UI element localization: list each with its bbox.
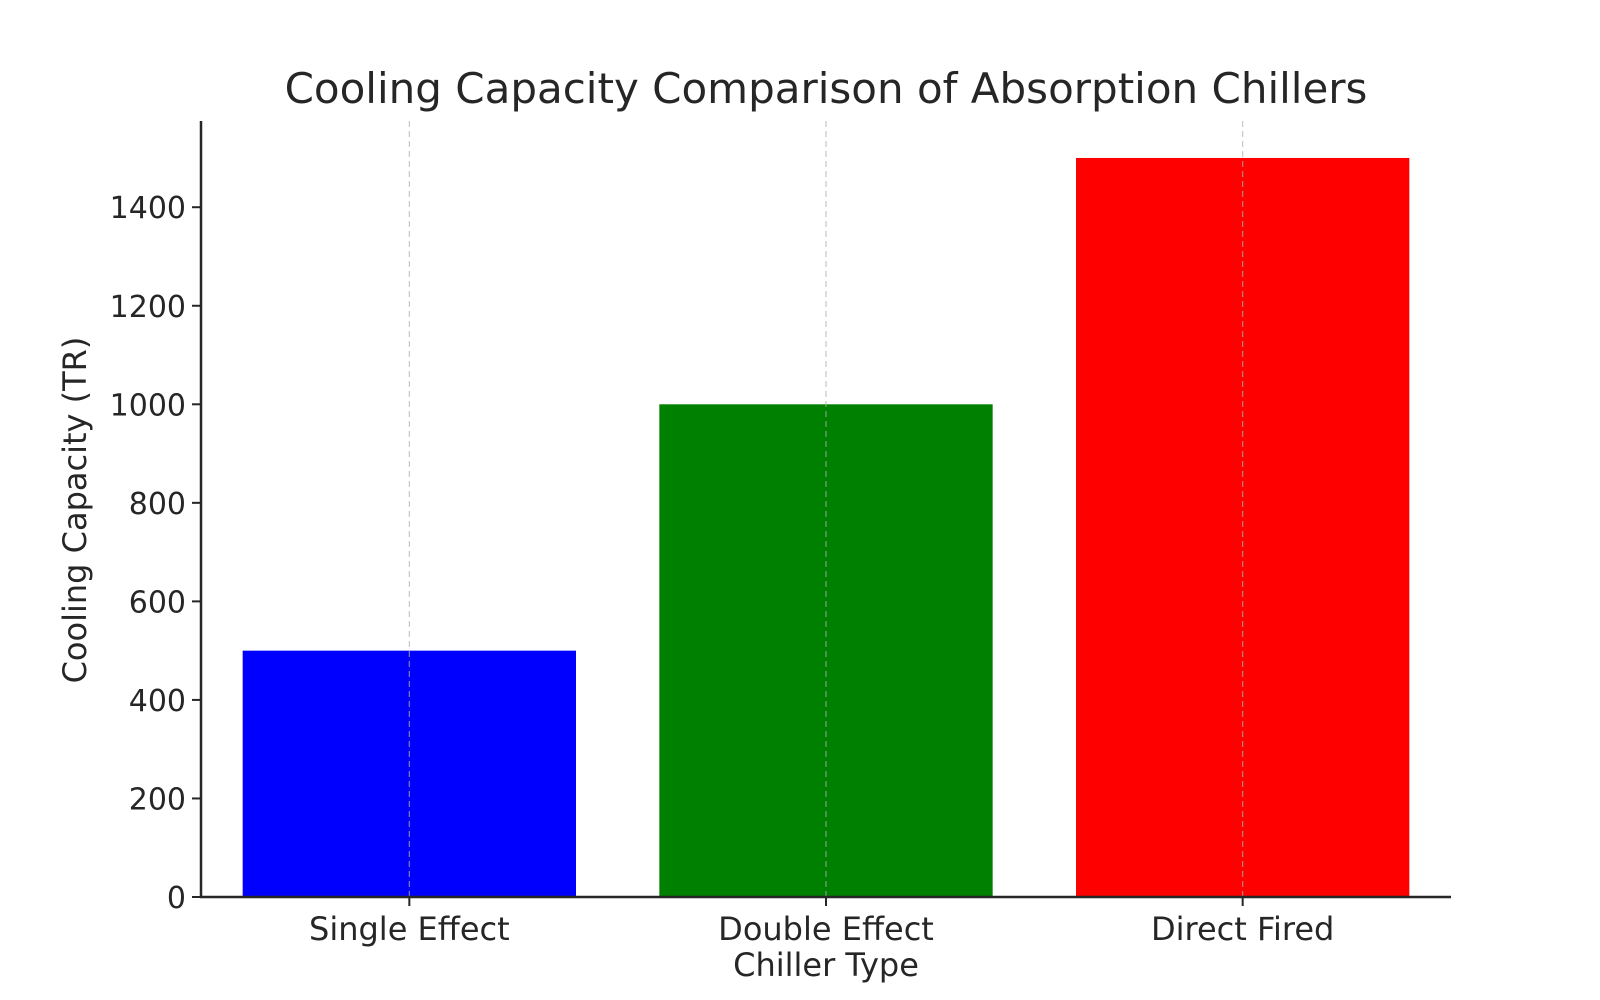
x-tick-label: Single Effect [309,910,510,948]
chart-title: Cooling Capacity Comparison of Absorptio… [285,64,1368,113]
x-axis-label: Chiller Type [733,946,919,984]
x-tick-label: Direct Fired [1151,910,1334,948]
y-tick-label: 1000 [110,388,186,423]
y-tick-label: 200 [129,782,186,817]
y-tick-label: 0 [167,881,186,916]
x-tick-label: Double Effect [718,910,934,948]
y-tick-label: 400 [129,684,186,719]
y-tick-label: 1400 [110,191,186,226]
y-tick-label: 800 [129,487,186,522]
y-tick-label: 1200 [110,290,186,325]
bars-layer [242,157,1410,897]
y-axis-label: Cooling Capacity (TR) [56,337,94,684]
ticks-layer: 0 200 400 600 800 1000 1200 1400 Single Effect Do… [110,191,1335,948]
y-tick-label: 600 [129,585,186,620]
